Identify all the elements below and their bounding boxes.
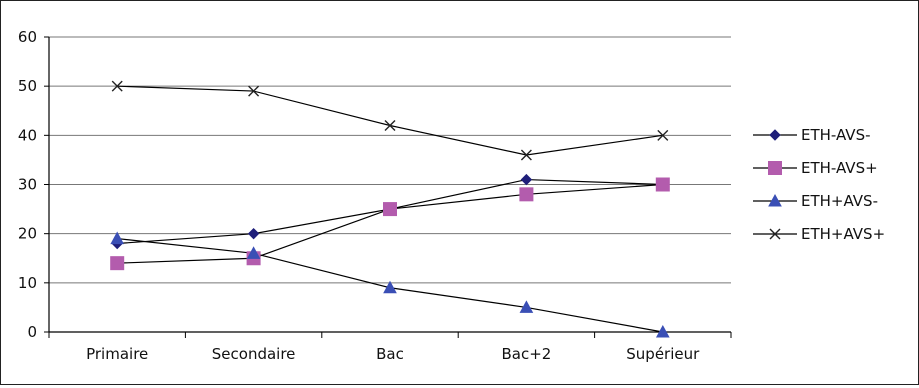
- data-point-1: [247, 227, 260, 240]
- x-tick-label: Bac+2: [501, 345, 551, 363]
- data-point-2: [383, 202, 397, 217]
- data-point-3: [655, 324, 670, 338]
- data-point-2: [655, 177, 670, 192]
- marker-stroke: [111, 80, 123, 92]
- x-tick-label: Supérieur: [626, 345, 700, 363]
- marker-stroke: [769, 228, 781, 240]
- legend-label: ETH-AVS-: [801, 126, 871, 144]
- legend-marker: [769, 129, 781, 141]
- series-markers: [110, 80, 670, 338]
- y-axis: 0 10 20 30 40 50 60: [18, 28, 50, 341]
- legend-label: ETH+AVS-: [801, 192, 878, 210]
- data-point-1: [520, 173, 533, 186]
- data-point-4: [657, 129, 669, 141]
- legend-label: ETH-AVS+: [801, 159, 878, 177]
- legend-marker: [768, 161, 782, 175]
- legend-marker: [769, 228, 781, 240]
- marker-stroke: [248, 85, 260, 97]
- data-point-2: [110, 256, 125, 271]
- legend-label: ETH+AVS+: [801, 225, 885, 243]
- y-tick-label: 60: [18, 28, 37, 46]
- data-point-4: [384, 120, 396, 131]
- y-tick-label: 50: [18, 77, 37, 95]
- data-point-4: [248, 85, 260, 97]
- data-point-4: [520, 149, 532, 161]
- series-line-4: [117, 85, 663, 156]
- data-point-3: [519, 300, 534, 313]
- legend: ETH-AVS- ETH-AVS+ ETH+AVS- ETH+AVS+: [753, 126, 885, 243]
- x-axis: Primaire Secondaire Bac Bac+2 Supérieur: [48, 331, 732, 363]
- y-tick-label: 30: [18, 176, 37, 194]
- marker-stroke: [657, 129, 669, 141]
- y-tick-label: 40: [18, 126, 37, 144]
- data-point-3: [246, 246, 261, 259]
- grid-lines: [49, 36, 731, 284]
- data-point-3: [383, 280, 397, 294]
- x-tick-label: Secondaire: [212, 345, 296, 363]
- data-point-2: [519, 187, 534, 202]
- data-point-3: [110, 231, 125, 245]
- y-tick-label: 20: [18, 225, 37, 243]
- y-tick-label: 0: [27, 323, 37, 341]
- data-point-4: [111, 80, 123, 92]
- legend-marker: [768, 193, 782, 207]
- series-line-2: [117, 183, 663, 264]
- marker-stroke: [520, 149, 532, 161]
- marker-stroke: [384, 120, 396, 131]
- x-tick-label: Bac: [376, 345, 404, 363]
- y-tick-label: 10: [18, 274, 37, 292]
- x-tick-label: Primaire: [86, 345, 148, 363]
